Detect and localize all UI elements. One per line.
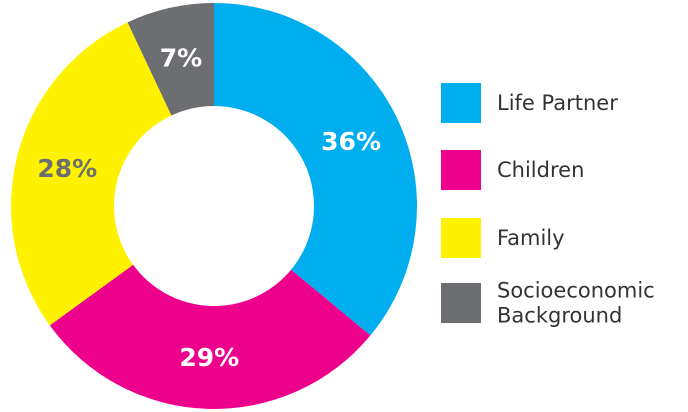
donut-slices bbox=[11, 2, 417, 409]
legend-swatch-children bbox=[441, 150, 481, 190]
legend-swatch-life-partner bbox=[441, 83, 481, 123]
slice-label-socioeconomic-background: 7% bbox=[160, 44, 202, 73]
slice-life-partner bbox=[214, 3, 417, 336]
slice-socioeconomic-background bbox=[127, 2, 214, 116]
slice-label-children: 29% bbox=[179, 343, 239, 372]
slice-children bbox=[49, 264, 371, 409]
legend-label: Family bbox=[497, 226, 565, 250]
legend-label: Children bbox=[497, 158, 584, 182]
legend-swatch-socioeconomic-background bbox=[441, 283, 481, 323]
legend-label: Life Partner bbox=[497, 91, 618, 115]
slice-family bbox=[11, 22, 172, 326]
slice-label-life-partner: 36% bbox=[321, 127, 381, 156]
slice-labels: 36% 29% 28% 7% bbox=[37, 44, 381, 372]
legend-label: Socioeconomic bbox=[497, 279, 655, 303]
legend: Life Partner Children Family SocioeconomicB… bbox=[441, 83, 655, 328]
legend-swatch-family bbox=[441, 218, 481, 258]
legend-label: Background bbox=[497, 304, 622, 328]
slice-label-family: 28% bbox=[37, 154, 97, 183]
